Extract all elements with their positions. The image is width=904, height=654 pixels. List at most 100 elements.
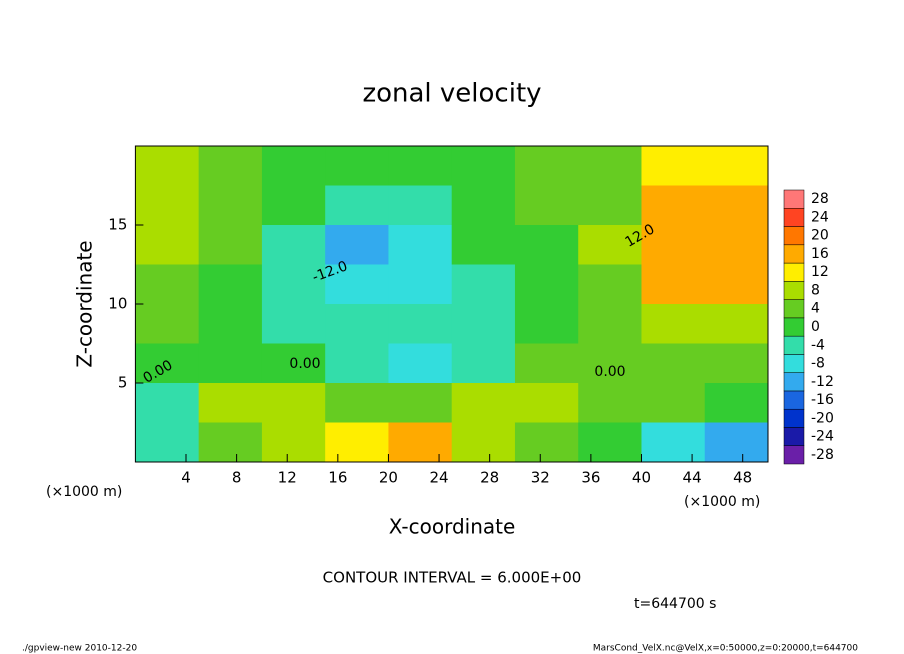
heat-cell [261,185,326,226]
colorbar-box [783,281,805,300]
colorbar-box [783,317,805,337]
heat-cell [704,225,769,265]
x-tick-label: 44 [683,469,702,487]
heat-cell [514,304,579,344]
colorbar-label: -16 [811,392,834,408]
heat-cell [578,422,642,463]
heat-cell [198,264,263,305]
colorbar-box [783,244,805,264]
heat-cell [451,304,516,344]
colorbar-box [783,390,805,410]
heat-cell [641,225,706,265]
heat-cell [388,304,453,344]
colorbar-label: 4 [811,301,820,317]
heat-cell [388,185,453,226]
colorbar-label: -12 [811,374,834,390]
x-tick-label: 48 [733,469,752,487]
heat-cell [641,343,706,384]
contour-label: 0.00 [289,356,320,372]
x-tick-label: 32 [531,469,550,487]
heat-cell [261,422,326,463]
heat-cell [451,225,516,265]
heat-cell [704,146,769,186]
colorbar-box [783,427,805,446]
colorbar-box [783,408,805,428]
contour-label: 0.00 [594,364,625,380]
heat-cell [451,383,516,423]
colorbar-label: -8 [811,356,825,372]
colorbar-label: -24 [811,429,834,445]
heat-cell [704,264,769,305]
heat-cell [388,422,453,463]
heat-cell [135,343,200,384]
heat-cell [261,146,326,186]
colorbar-box [783,372,805,392]
x-tick-label: 8 [232,469,242,487]
x-tick-label: 20 [379,469,398,487]
colorbar-label: -4 [811,337,825,353]
contour-interval: CONTOUR INTERVAL = 6.000E+00 [323,569,582,587]
x-tick-label: 16 [328,469,347,487]
x-tick-label: 40 [632,469,651,487]
heat-cell [641,422,706,463]
heat-cell [198,343,263,384]
colorbar-box [783,226,805,246]
colorbar-label: 20 [811,228,829,244]
colorbar-box [783,189,805,209]
heat-cell [704,304,769,344]
colorbar-label: 28 [811,191,829,207]
heat-cell [641,304,706,344]
time-label: t=644700 s [634,596,716,612]
heat-cell [198,304,263,344]
heat-cell [198,185,263,226]
unit-label: (×1000 m) [46,484,122,500]
heat-cell [325,304,389,344]
heat-cell [388,383,453,423]
heat-cell [261,225,326,265]
colorbar-box [783,262,805,282]
heat-cell [135,383,200,423]
heat-cell [514,422,579,463]
heat-cell [578,304,642,344]
heat-cell [135,264,200,305]
heat-cell [135,304,200,344]
colorbar-label: 16 [811,246,829,262]
x-axis-label: X-coordinate [389,515,516,539]
heat-cell [641,146,706,186]
x-tick-label: 4 [181,469,191,487]
heat-cell [325,343,389,384]
heat-cell [514,225,579,265]
heat-cell [325,225,389,265]
heat-cell [198,422,263,463]
heat-cell [704,185,769,226]
heat-cell [198,225,263,265]
unit-label: (×1000 m) [684,494,760,510]
colorbar-box [783,299,805,319]
heat-cell [704,422,769,463]
y-tick-label: 5 [118,374,128,392]
heat-cell [325,383,389,423]
heat-cell [578,146,642,186]
heat-cell [261,343,326,384]
heat-cell [514,383,579,423]
colorbar-box [783,208,805,227]
x-tick-label: 24 [430,469,449,487]
colorbar-box [783,445,805,465]
heat-cell [388,225,453,265]
colorbar-label: 0 [811,319,820,335]
colorbar-label: 24 [811,209,829,225]
heat-cell [704,343,769,384]
heat-cell [704,383,769,423]
heat-cell [641,185,706,226]
heat-cell [388,343,453,384]
heat-cell [135,185,200,226]
y-tick-label: 15 [108,216,127,234]
colorbar-label: 8 [811,282,820,298]
heat-cell [578,264,642,305]
heat-cell [578,343,642,384]
heat-cell [325,422,389,463]
y-axis-label: Z-coordinate [73,240,97,367]
heat-cell [451,146,516,186]
heat-cell [198,146,263,186]
